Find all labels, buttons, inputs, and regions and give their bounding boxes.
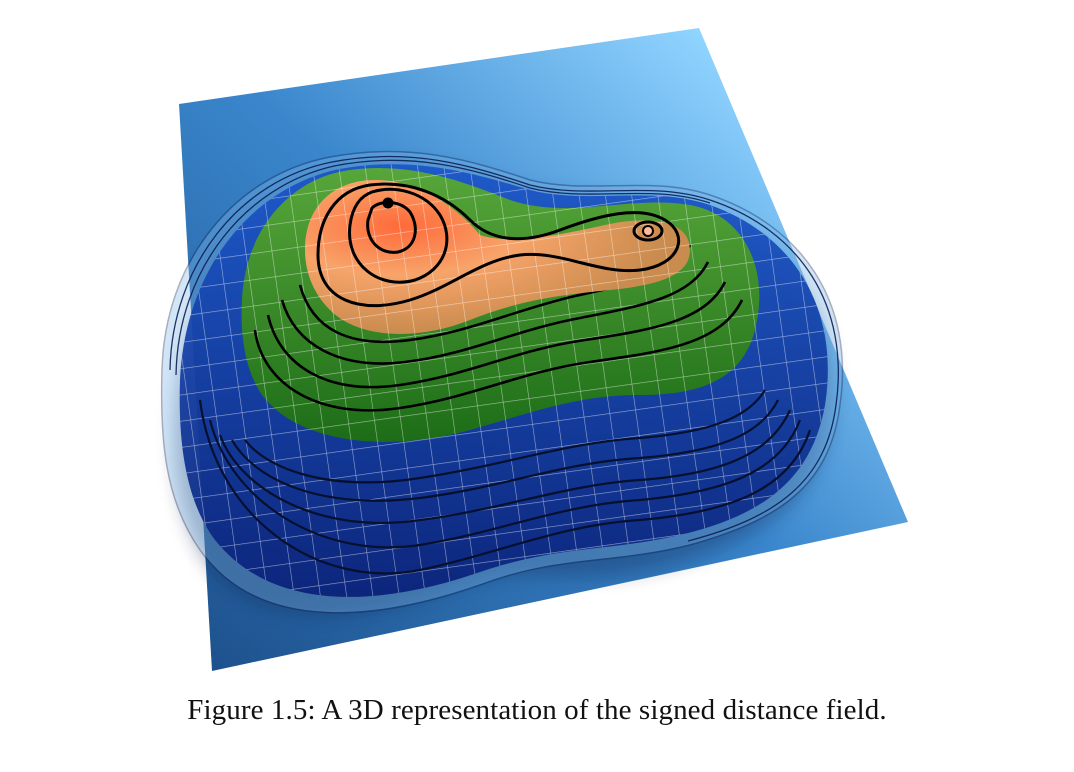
sdf-3d-figure <box>160 28 908 671</box>
peak-contours <box>316 182 681 308</box>
peak-point-large <box>382 197 394 209</box>
blue-contours <box>198 389 812 575</box>
peak-point-small <box>642 225 654 237</box>
sdf-surface-plot <box>160 28 908 671</box>
skirt-outlines <box>169 155 839 542</box>
figure-caption: Figure 1.5: A 3D representation of the s… <box>187 694 887 726</box>
